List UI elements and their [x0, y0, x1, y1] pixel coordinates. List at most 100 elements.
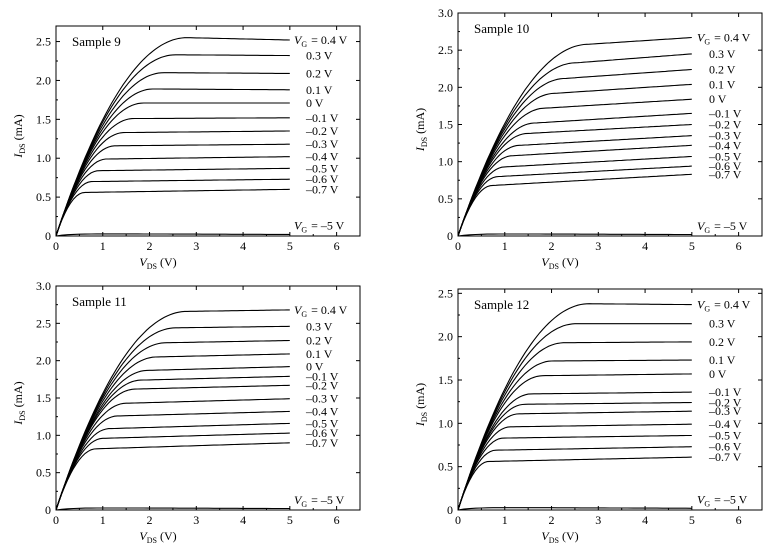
series-label: VG = 0.4 V: [294, 303, 348, 319]
series-label: –0.7 V: [708, 167, 742, 181]
y-tick-label: 2.5: [36, 316, 51, 330]
sample-title: Sample 9: [72, 34, 121, 49]
chart-panel-4: 0 1 2 3 4 5 6 0 0.5 1.0 1.5 2.0 2.5 Sample 12 VDS (V) I…: [413, 286, 763, 545]
y-tick-label: 2.5: [438, 43, 453, 57]
series-label: –0.5 V: [708, 149, 742, 163]
series-label: 0.3 V: [709, 317, 736, 331]
y-tick-label: 0: [45, 229, 51, 243]
series-label: VG = 0.4 V: [697, 298, 751, 314]
series-line: [55, 188, 290, 237]
y-tick-label: 1.5: [36, 391, 51, 405]
x-tick-label: 2: [549, 239, 555, 253]
series-line: [457, 123, 692, 237]
series-line: [457, 68, 692, 237]
y-tick-label: 0.5: [36, 466, 51, 480]
y-tick-label: 1.5: [438, 373, 453, 387]
y-tick-label: 1.0: [36, 151, 51, 165]
series-line: [457, 423, 692, 511]
series-label: –0.1 V: [305, 369, 339, 383]
series-label: –0.7 V: [305, 182, 339, 196]
series-line: [55, 309, 290, 511]
series-line: [55, 366, 290, 511]
series-label: VG = –5 V: [294, 493, 345, 509]
series-line: [55, 442, 290, 511]
x-tick-label: 6: [736, 239, 742, 253]
y-tick-label: 0: [447, 229, 453, 243]
y-tick-label: 0.5: [438, 192, 453, 206]
y-axis-label: IDS (mA): [11, 114, 27, 158]
series-line: [457, 391, 692, 511]
series-line: [55, 233, 290, 237]
series-label: –0.1 V: [305, 111, 339, 125]
x-axis-label: VDS (V): [541, 255, 578, 271]
x-tick-label: 4: [240, 239, 246, 253]
series-label: 0.2 V: [709, 62, 736, 76]
series-line: [457, 401, 692, 511]
x-axis-label: VDS (V): [139, 255, 176, 271]
series-label: 0 V: [306, 96, 324, 110]
x-tick-label: 0: [455, 513, 461, 527]
series-label: 0.3 V: [306, 319, 333, 333]
series-label: –0.2 V: [708, 396, 742, 410]
series-label: –0.3 V: [708, 404, 742, 418]
series-label: –0.4 V: [305, 150, 339, 164]
series-label: VG = –5 V: [697, 219, 748, 235]
x-tick-label: 2: [147, 513, 153, 527]
x-tick-label: 6: [334, 513, 340, 527]
series-line: [55, 156, 290, 237]
series-line: [457, 341, 692, 511]
series-line: [55, 353, 290, 511]
series-label: –0.6 V: [708, 159, 742, 173]
series-line: [55, 88, 290, 237]
series-line: [55, 130, 290, 237]
series-label: –0.3 V: [305, 137, 339, 151]
series-line: [55, 375, 290, 511]
series-line: [55, 54, 290, 237]
series-label: –0.6 V: [305, 426, 339, 440]
sample-title: Sample 12: [474, 297, 529, 312]
series-label: –0.4 V: [708, 138, 742, 152]
series-label: 0.1 V: [709, 77, 736, 91]
series-line: [457, 36, 692, 237]
y-tick-label: 2.5: [36, 35, 51, 49]
sample-title: Sample 10: [474, 21, 529, 36]
chart-panel-3: 0 1 2 3 4 5 6 0 0.5 1.0 1.5 2.0 2.5 3.0 Sample 11 VDS (…: [11, 279, 361, 545]
x-tick-label: 3: [193, 513, 199, 527]
series-label: 0.2 V: [306, 66, 333, 80]
series-label: 0.2 V: [709, 335, 736, 349]
series-label: VG = –5 V: [294, 219, 345, 235]
chart-panel-2: 0 1 2 3 4 5 6 0 0.5 1.0 1.5 2.0 2.5 3.0 Sample 10 VDS (…: [413, 6, 763, 271]
series-label: 0.1 V: [709, 353, 736, 367]
y-tick-label: 1.0: [438, 416, 453, 430]
x-tick-label: 1: [502, 513, 508, 527]
series-line: [55, 167, 290, 237]
y-tick-label: 1.5: [438, 118, 453, 132]
series-line: [457, 165, 692, 237]
x-tick-label: 3: [595, 239, 601, 253]
series-line: [457, 446, 692, 511]
series-line: [55, 72, 290, 237]
series-label: 0 V: [306, 360, 324, 374]
x-tick-label: 4: [642, 513, 648, 527]
y-tick-label: 2.5: [438, 286, 453, 300]
series-line: [457, 173, 692, 237]
x-axis-label: VDS (V): [139, 529, 176, 545]
y-axis-label: IDS (mA): [11, 381, 27, 425]
x-tick-label: 2: [549, 513, 555, 527]
series-line: [55, 384, 290, 511]
series-label: 0 V: [709, 92, 727, 106]
x-tick-label: 1: [502, 239, 508, 253]
series-label: VG = –5 V: [697, 492, 748, 508]
series-line: [55, 325, 290, 511]
series-label: 0.1 V: [306, 83, 333, 97]
x-tick-label: 5: [689, 513, 695, 527]
y-tick-label: 0: [45, 503, 51, 517]
y-axis-label: IDS (mA): [413, 108, 429, 152]
series-line: [55, 37, 290, 237]
x-tick-label: 1: [100, 239, 106, 253]
series-line: [55, 339, 290, 511]
chart-panel-1: 0 1 2 3 4 5 6 0 0.5 1.0 1.5 2.0 2.5 Sample 9 VDS (V) ID…: [11, 25, 361, 271]
y-tick-label: 2.0: [36, 354, 51, 368]
series-label: 0.3 V: [709, 47, 736, 61]
